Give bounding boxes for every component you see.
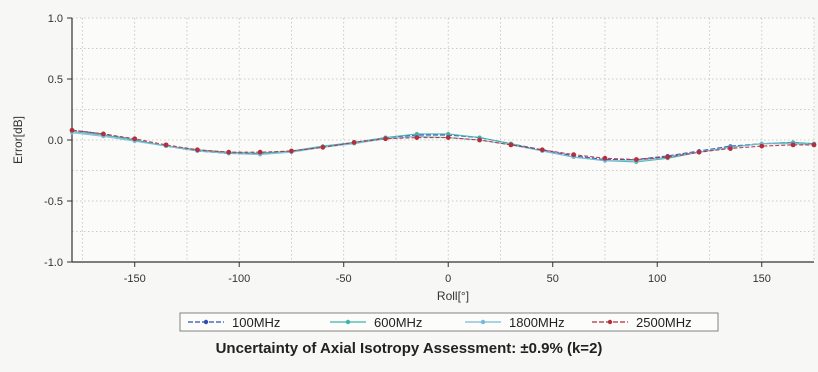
data-point-2500MHz [790, 142, 796, 148]
data-point-2500MHz [289, 148, 294, 154]
legend-marker-1800MHz [480, 319, 486, 325]
data-point-2500MHz [477, 137, 482, 143]
data-point-2500MHz [571, 152, 577, 158]
data-point-2500MHz [226, 149, 232, 155]
legend-label-100MHz: 100MHz [232, 315, 280, 330]
data-point-2500MHz [508, 142, 514, 148]
y-axis-label: Error[dB] [11, 116, 25, 164]
data-point-2500MHz [665, 154, 671, 160]
data-point-2500MHz [811, 142, 817, 148]
data-point-2500MHz [320, 144, 326, 150]
x-tick-label: 150 [753, 273, 771, 285]
x-tick-label: -50 [336, 273, 352, 285]
legend-box [179, 312, 719, 332]
data-point-2500MHz [445, 135, 451, 140]
y-tick-label: 0.0 [48, 135, 63, 147]
x-tick-label: 0 [445, 273, 451, 285]
y-tick-label: -1.0 [44, 257, 63, 269]
data-point-2500MHz [759, 143, 765, 149]
data-point-2500MHz [414, 135, 420, 140]
data-point-2500MHz [696, 149, 702, 155]
legend-marker-100MHz [203, 319, 209, 325]
legend-label-1800MHz: 1800MHz [509, 315, 565, 330]
data-point-2500MHz [539, 147, 545, 153]
x-tick-label: 50 [547, 273, 559, 285]
data-point-2500MHz [351, 140, 357, 145]
data-point-2500MHz [100, 131, 106, 137]
y-tick-label: -0.5 [44, 196, 63, 208]
data-point-2500MHz [727, 146, 733, 151]
y-tick-label: 0.5 [48, 74, 63, 86]
legend-label-600MHz: 600MHz [374, 315, 422, 330]
legend-marker-2500MHz [607, 319, 613, 325]
data-point-2500MHz [257, 149, 263, 155]
x-tick-label: 100 [648, 273, 666, 285]
legend-marker-600MHz [345, 319, 351, 325]
chart-svg: 1.0 0.5 0.0 -0.5 -1.0 -150 -100 -50 0 50 100 150 Err… [11, 13, 817, 332]
data-point-2500MHz [132, 136, 138, 142]
y-tick-label: 1.0 [48, 13, 63, 25]
chart-caption: Uncertainty of Axial Isotropy Assessment… [215, 340, 603, 357]
x-axis-label: Roll[°] [437, 289, 469, 303]
legend-label-2500MHz: 2500MHz [636, 315, 692, 330]
data-point-2500MHz [69, 127, 75, 133]
data-point-2500MHz [383, 136, 388, 142]
plot-area [72, 18, 814, 262]
x-tick-label: -150 [124, 273, 146, 285]
data-point-2500MHz [195, 147, 200, 153]
data-point-2500MHz [633, 157, 639, 162]
data-point-600MHz [446, 132, 451, 136]
data-point-2500MHz [163, 142, 169, 148]
data-point-2500MHz [602, 155, 608, 161]
x-tick-label: -100 [228, 273, 250, 285]
